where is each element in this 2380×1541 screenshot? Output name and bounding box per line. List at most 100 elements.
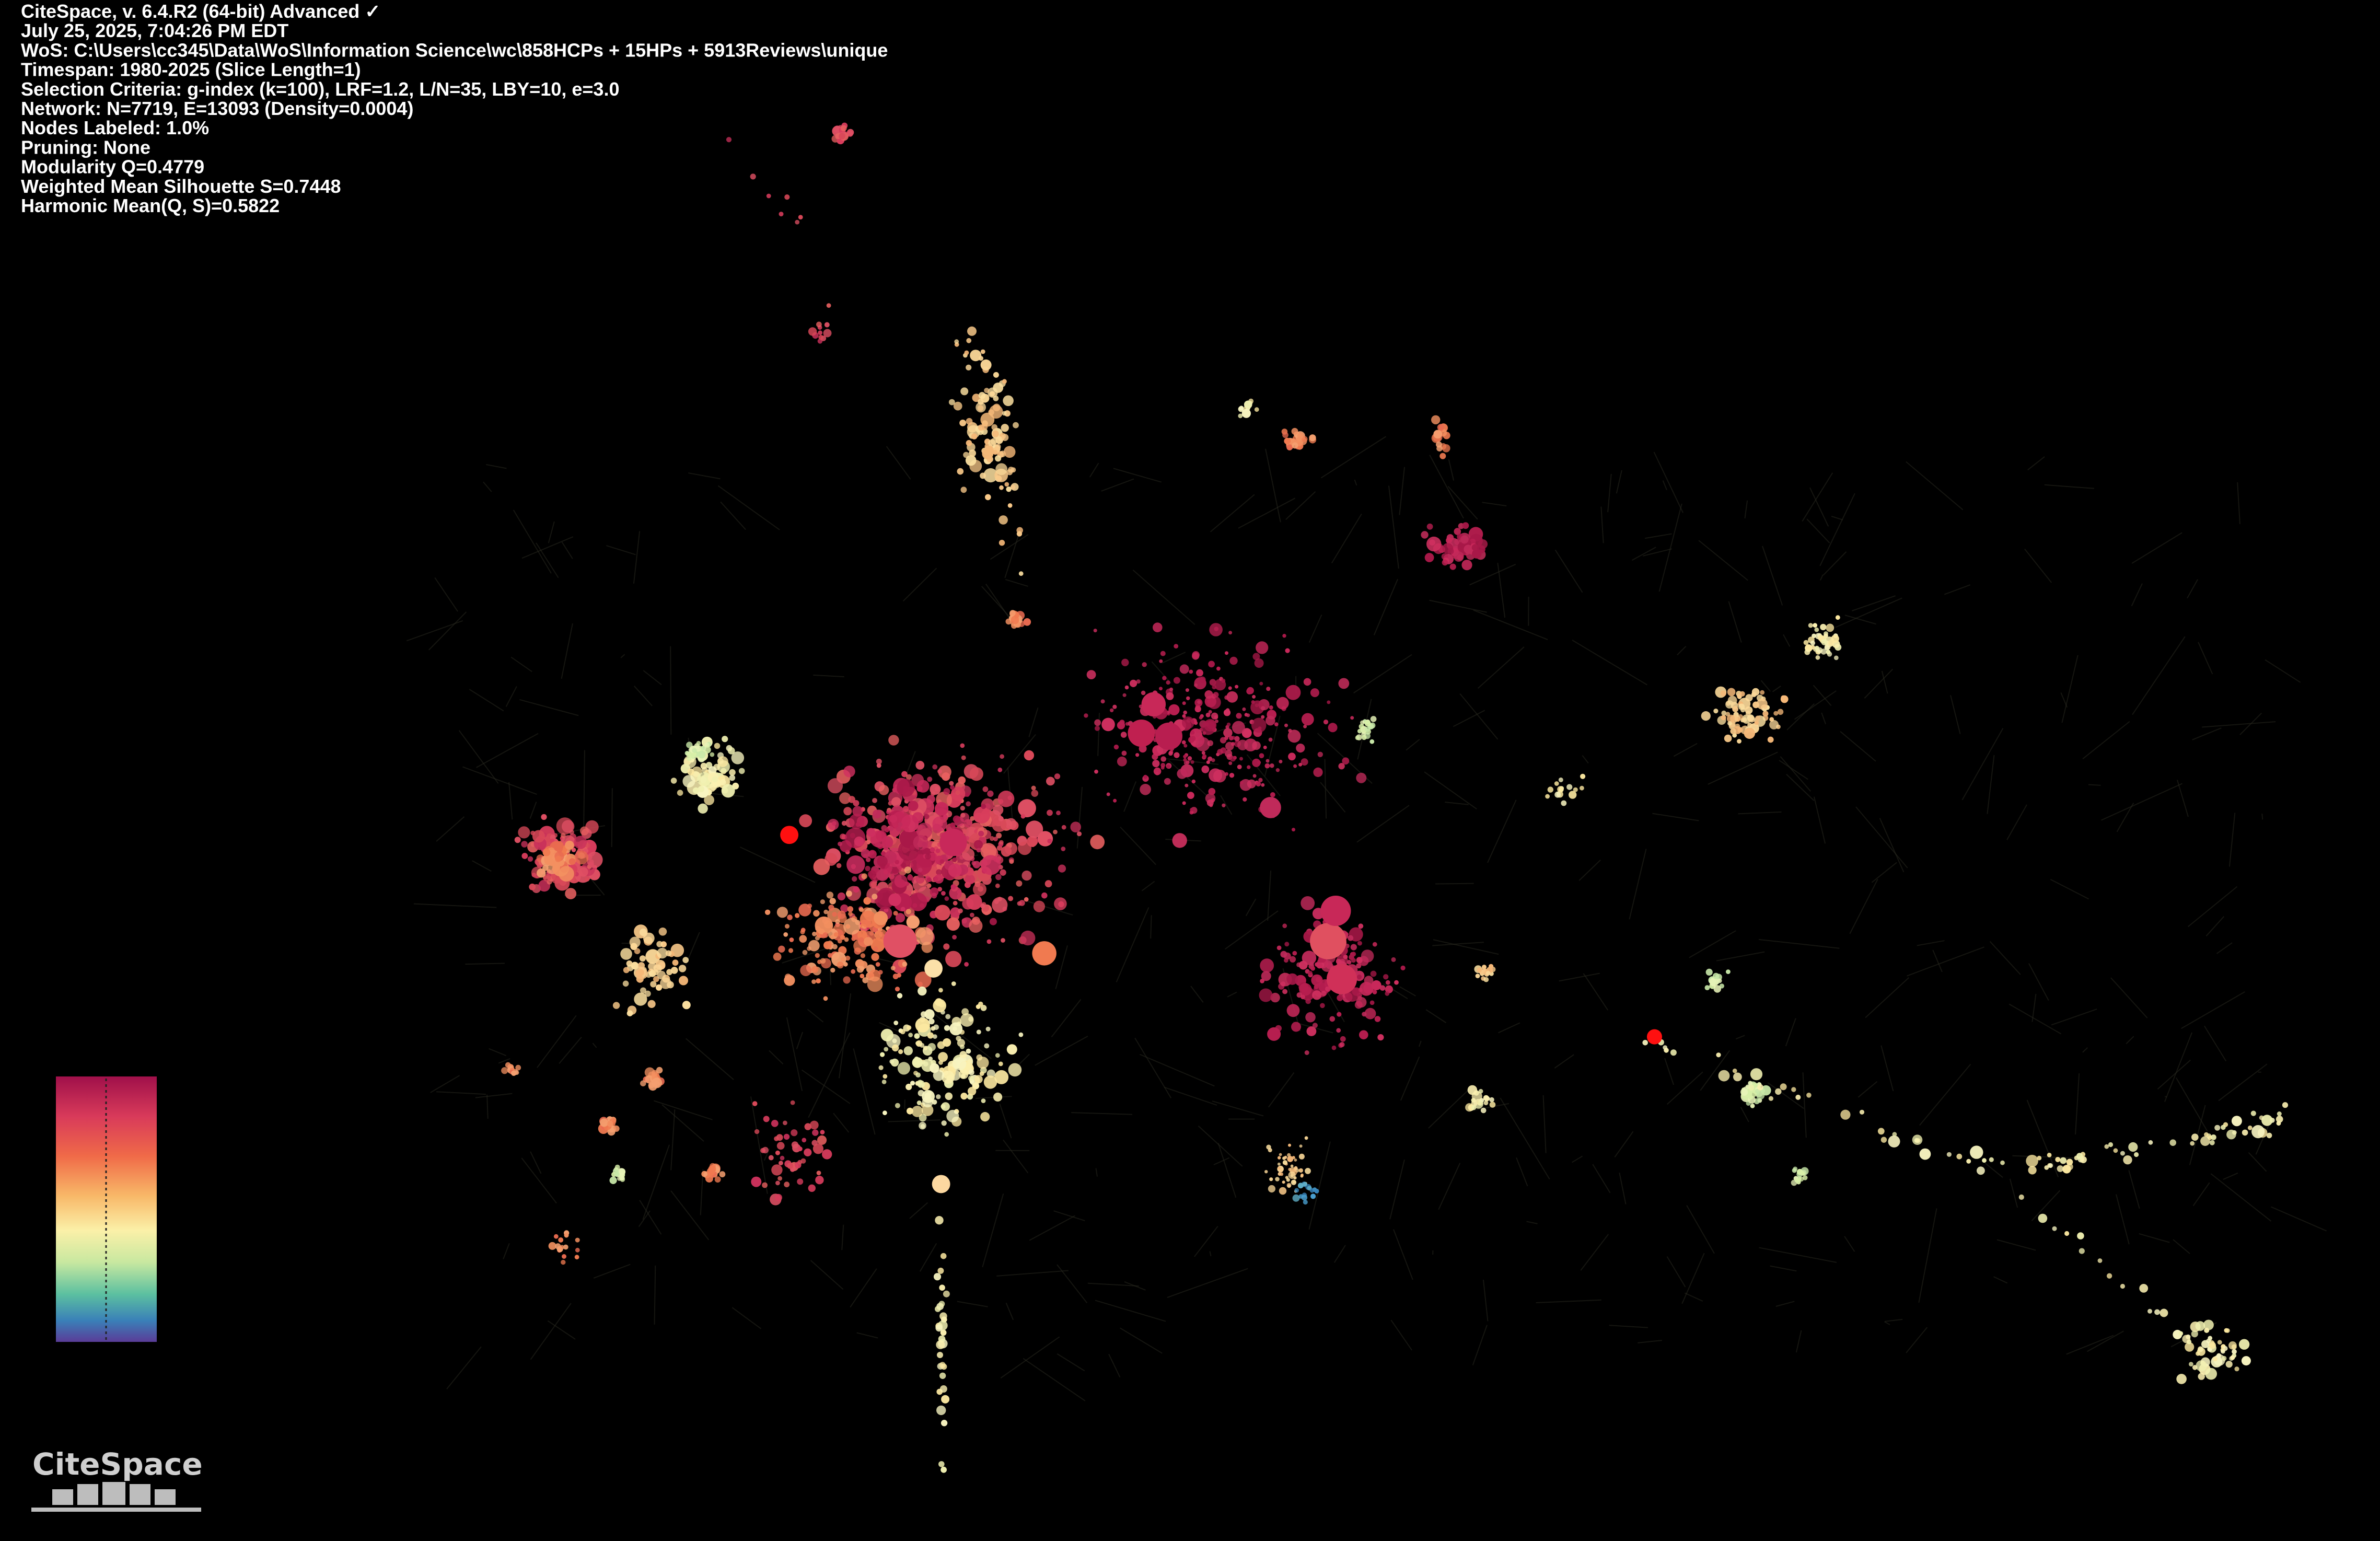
node <box>972 882 986 896</box>
node <box>1338 763 1345 770</box>
edge <box>2132 636 2186 715</box>
edge <box>929 1010 992 1059</box>
edge <box>1758 938 1840 949</box>
node <box>872 894 878 900</box>
node <box>1483 1095 1489 1101</box>
node <box>907 1025 912 1030</box>
node <box>2275 1116 2283 1123</box>
node <box>1338 678 1350 689</box>
node <box>2209 1342 2216 1349</box>
node <box>1802 1175 1808 1180</box>
edge <box>1194 1226 1218 1257</box>
node <box>1056 810 1061 816</box>
node <box>815 916 833 935</box>
node <box>1259 753 1264 758</box>
node <box>639 955 646 962</box>
node <box>1182 716 1194 729</box>
node <box>1312 990 1322 1000</box>
node <box>2222 1355 2227 1361</box>
node <box>1188 736 1194 743</box>
node <box>1733 1072 1742 1082</box>
node <box>1323 720 1329 725</box>
node <box>1001 846 1012 857</box>
node <box>1745 706 1753 714</box>
node <box>1580 773 1586 779</box>
edge <box>1844 1236 1855 1252</box>
node <box>926 877 932 883</box>
node <box>878 970 883 975</box>
node <box>1828 640 1835 646</box>
node <box>989 391 995 397</box>
node <box>1293 764 1297 768</box>
node <box>1717 978 1722 983</box>
node <box>1230 742 1235 746</box>
edge <box>2126 1036 2134 1045</box>
node <box>1796 1168 1803 1175</box>
edge <box>1245 898 1257 917</box>
node <box>1820 623 1827 631</box>
edge <box>2248 1152 2267 1172</box>
node <box>1296 962 1302 967</box>
edge <box>1631 547 1656 561</box>
edge <box>2265 659 2301 683</box>
node <box>813 910 820 917</box>
node <box>1433 430 1443 439</box>
node <box>1192 651 1200 659</box>
node <box>860 966 865 971</box>
edge <box>1572 1155 1583 1163</box>
node <box>1385 980 1390 985</box>
node <box>1769 720 1779 729</box>
node <box>1160 756 1166 762</box>
node <box>851 864 856 870</box>
node <box>2060 1157 2067 1164</box>
node <box>1877 1128 1885 1135</box>
node <box>1270 763 1274 768</box>
node <box>1169 687 1174 691</box>
node <box>955 790 960 795</box>
node <box>973 806 991 824</box>
node <box>1166 680 1170 685</box>
info-line: July 25, 2025, 7:04:26 PM EDT <box>21 20 288 41</box>
node <box>698 803 708 814</box>
node <box>1016 880 1023 887</box>
logo: CiteSpace <box>31 1446 203 1512</box>
node <box>665 950 672 957</box>
node <box>1292 442 1298 449</box>
node <box>1287 1184 1291 1188</box>
node <box>1005 818 1017 830</box>
node <box>658 928 667 936</box>
edge <box>838 993 852 1079</box>
node <box>2230 1355 2235 1360</box>
node <box>2282 1102 2289 1108</box>
node <box>1183 758 1187 762</box>
edge <box>475 1093 513 1098</box>
node <box>1174 644 1179 648</box>
node <box>941 1104 946 1109</box>
edge <box>2173 1239 2190 1254</box>
node <box>910 1081 915 1086</box>
node <box>978 830 984 837</box>
edge <box>904 1099 905 1109</box>
edge <box>1881 670 1888 694</box>
node <box>609 1176 617 1184</box>
node <box>833 932 839 937</box>
node <box>2221 1349 2225 1354</box>
edge <box>1738 811 1782 815</box>
edge <box>1482 502 1507 507</box>
node <box>1287 729 1301 743</box>
node <box>1286 973 1298 985</box>
edge <box>2223 1172 2238 1180</box>
node <box>969 767 983 781</box>
node <box>897 1062 910 1075</box>
node <box>995 436 1003 444</box>
node <box>1207 740 1213 746</box>
node <box>1278 1156 1281 1160</box>
edge <box>1906 1327 1928 1353</box>
node <box>543 874 551 882</box>
node <box>776 1134 783 1141</box>
edge <box>807 1009 824 1023</box>
edge <box>750 1096 768 1194</box>
node <box>941 1395 950 1404</box>
edge <box>561 541 573 559</box>
node <box>1164 778 1171 785</box>
